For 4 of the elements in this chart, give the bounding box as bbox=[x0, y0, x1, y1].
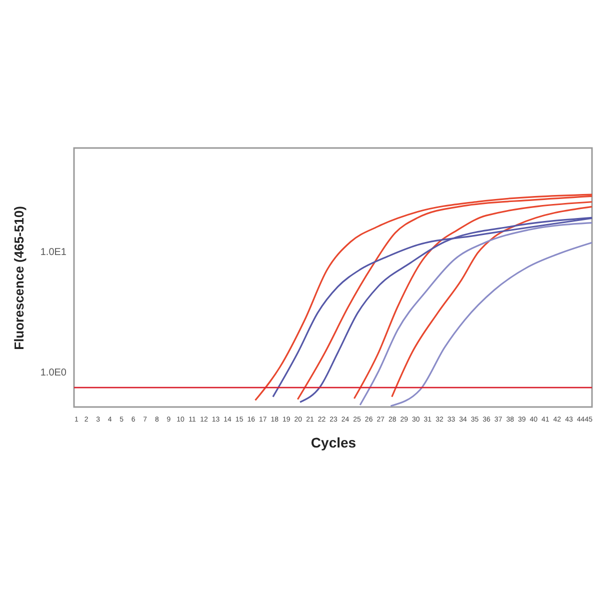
x-axis-title: Cycles bbox=[310, 434, 356, 450]
y-tick-label: 1.0E1 bbox=[40, 247, 67, 258]
y-axis-title: Fluorescence (465-510) bbox=[11, 206, 26, 350]
y-tick-label: 1.0E0 bbox=[40, 367, 67, 378]
